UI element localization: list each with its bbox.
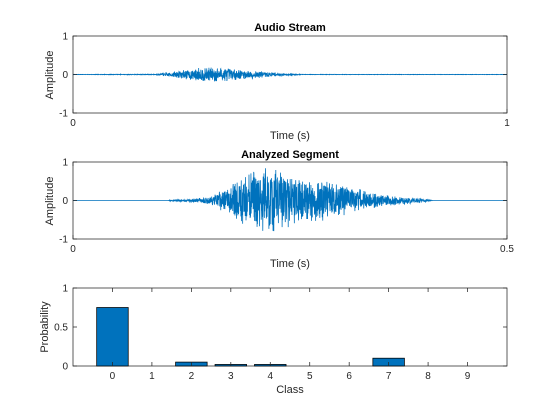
- analyzed-segment-waveform: [73, 168, 507, 232]
- x-tick-label: 0: [70, 244, 76, 255]
- y-tick-label: 1: [62, 284, 68, 295]
- y-tick-label: 0: [62, 70, 68, 81]
- analyzed-segment-xlabel: Time (s): [270, 258, 310, 270]
- y-tick-label: -1: [59, 109, 68, 120]
- y-tick-label: 1: [62, 158, 68, 169]
- x-tick-label: 1: [149, 371, 155, 382]
- x-tick-label: 9: [465, 371, 471, 382]
- x-tick-label: 8: [425, 371, 431, 382]
- y-tick-label: 0: [62, 362, 68, 373]
- y-tick-label: 0.5: [54, 323, 68, 334]
- class-probability-axes: [72, 287, 508, 367]
- analyzed-segment-ticks: 0 0.5-101: [59, 158, 514, 256]
- bar-class-0: [96, 307, 129, 367]
- waveform-line: [72, 67, 508, 82]
- audio-stream-waveform: [72, 67, 508, 82]
- class-probability-xlabel: Class: [276, 384, 304, 396]
- class-probability-ticks: 0 1 2 3 4 5 6 7 8 9 0 0.5 1: [54, 284, 507, 382]
- audio-stream-xlabel: Time (s): [270, 130, 310, 142]
- audio-stream-ticks: 0 1-101: [59, 32, 510, 130]
- waveform-line: [73, 168, 507, 232]
- y-tick-label: -1: [59, 235, 68, 246]
- x-tick-label: 2: [189, 371, 195, 382]
- class-probability-panel: 0 1 2 3 4 5 6 7 8 9 0 0.5 1 Class Probability: [39, 284, 508, 396]
- x-tick-label: 0.5: [500, 244, 514, 255]
- x-tick-label: 3: [228, 371, 234, 382]
- audio-stream-ylabel: Amplitude: [44, 51, 56, 100]
- audio-stream-panel: Audio Stream 0 1-101 Time (s) Amplitude: [44, 22, 510, 142]
- x-tick-label: 7: [386, 371, 392, 382]
- x-tick-label: 5: [307, 371, 313, 382]
- analyzed-segment-ylabel: Amplitude: [44, 177, 56, 226]
- x-tick-label: 4: [267, 371, 273, 382]
- class-probability-ylabel: Probability: [39, 301, 51, 353]
- analyzed-segment-panel: Analyzed Segment 0 0.5-101 Time (s) Ampli…: [44, 149, 514, 270]
- x-tick-label: 1: [504, 118, 510, 129]
- y-tick-label: 0: [62, 196, 68, 207]
- analyzed-segment-title: Analyzed Segment: [241, 149, 339, 161]
- y-tick-label: 1: [62, 32, 68, 43]
- x-tick-label: 0: [110, 371, 116, 382]
- audio-stream-title: Audio Stream: [254, 22, 326, 34]
- x-tick-label: 6: [346, 371, 352, 382]
- x-tick-label: 0: [70, 118, 76, 129]
